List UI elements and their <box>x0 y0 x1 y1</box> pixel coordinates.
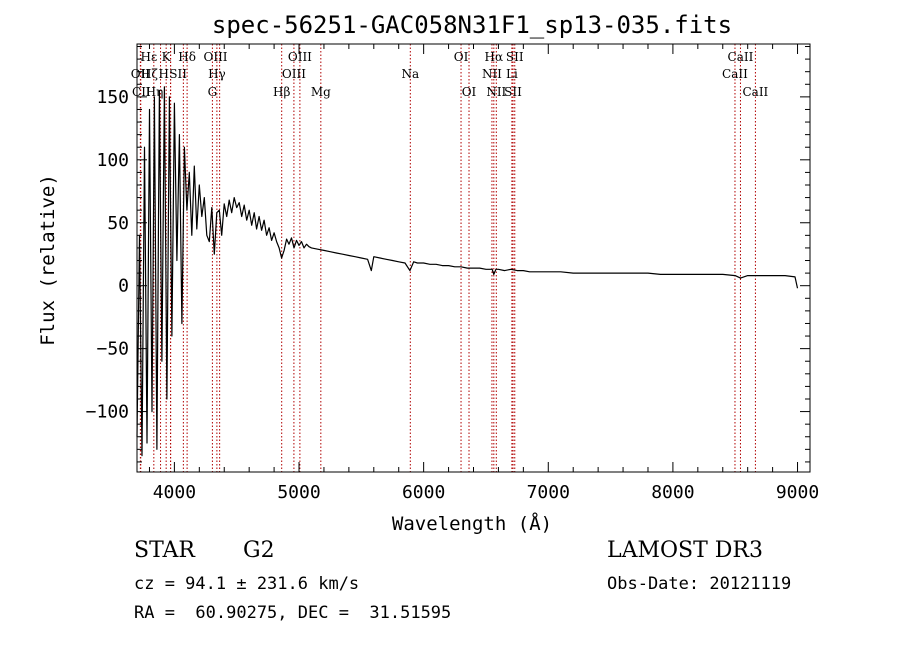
line-label-11: H <box>159 67 169 81</box>
coordinates: RA = 60.90275, DEC = 31.51595 <box>134 603 452 623</box>
object-class: STAR <box>134 538 195 563</box>
spectral-lines <box>139 44 756 472</box>
axis-ticks: 4000 5000 6000 7000 8000 9000 −100 −50 0 50 100 150 <box>86 44 819 503</box>
line-label-6: Hα <box>485 50 504 64</box>
line-label-4: OIII <box>288 50 312 64</box>
line-label-24: OI <box>462 85 477 99</box>
line-label-15: Na <box>401 67 419 81</box>
line-label-3: OIII <box>203 50 227 64</box>
y-axis-label: Flux (relative) <box>37 174 59 346</box>
line-label-21: G <box>208 85 218 99</box>
object-subclass: G2 <box>243 538 275 563</box>
flux-series <box>136 86 799 457</box>
y-tick-label-2: 0 <box>118 276 129 297</box>
y-tick-label-0: −100 <box>86 402 129 423</box>
survey-name: LAMOST DR3 <box>607 538 763 563</box>
line-label-9: OII <box>131 67 151 81</box>
line-label-27: CaII <box>742 85 768 99</box>
y-tick-label-1: −50 <box>96 339 129 360</box>
line-label-23: Mg <box>311 85 331 99</box>
x-tick-label-2: 6000 <box>402 482 445 503</box>
line-label-12: SII <box>169 67 187 81</box>
x-tick-label-4: 8000 <box>651 482 694 503</box>
x-tick-label-3: 7000 <box>527 482 570 503</box>
y-tick-label-3: 50 <box>107 213 129 234</box>
line-label-26: SII <box>504 85 522 99</box>
line-label-17: Li <box>506 67 518 81</box>
line-label-14: OIII <box>282 67 306 81</box>
line-label-13: Hγ <box>208 67 226 81</box>
y-tick-label-4: 100 <box>96 150 129 171</box>
flux-line <box>136 86 799 457</box>
line-label-10: Hζ <box>141 67 158 81</box>
x-tick-label-1: 5000 <box>277 482 320 503</box>
y-tick-label-5: 150 <box>96 87 129 108</box>
chart-title: spec-56251-GAC058N31F1_sp13-035.fits <box>212 11 732 39</box>
line-label-2: Hδ <box>178 50 196 64</box>
line-label-7: SII <box>506 50 524 64</box>
x-axis-label: Wavelength (Å) <box>392 512 552 535</box>
line-label-1: K <box>162 50 172 64</box>
line-label-5: OI <box>454 50 469 64</box>
line-label-8: CaII <box>728 50 754 64</box>
x-tick-label-0: 4000 <box>153 482 196 503</box>
plot-frame <box>136 43 811 473</box>
obs-date: Obs-Date: 20121119 <box>607 574 792 594</box>
line-label-22: Hβ <box>273 85 290 99</box>
line-label-18: CaII <box>722 67 748 81</box>
line-label-16: NII <box>482 67 502 81</box>
line-label-0: Hε <box>140 50 157 64</box>
redshift-readout: cz = 94.1 ± 231.6 km/s <box>134 574 360 594</box>
line-label-25: NII <box>486 85 506 99</box>
x-tick-label-5: 9000 <box>776 482 819 503</box>
